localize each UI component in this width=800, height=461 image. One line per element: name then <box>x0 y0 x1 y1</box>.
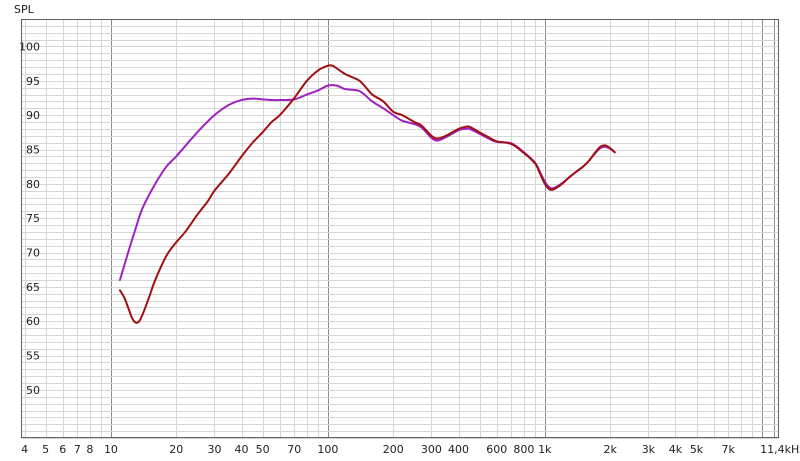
x-tick-label: 7 <box>74 443 81 456</box>
x-tick-labels: 4 5 6 7 8 10 20 30 40 50 70 100 200 300 400 600 800 1k 2k 3… <box>21 443 800 456</box>
series-line-1 <box>118 64 616 324</box>
x-tick-label: 1k <box>538 443 552 456</box>
x-tick-label: 100 <box>317 443 338 456</box>
x-tick-label: 6 <box>59 443 66 456</box>
x-tick-label: 4 <box>21 443 28 456</box>
x-tick-label: 40 <box>235 443 249 456</box>
y-tick-label: 90 <box>26 109 40 122</box>
y-tick-label: 60 <box>26 315 40 328</box>
x-tick-label: 800 <box>513 443 534 456</box>
y-axis-title: SPL <box>14 3 35 16</box>
x-tick-label: 400 <box>448 443 469 456</box>
x-tick-label: 3k <box>642 443 656 456</box>
plot-frame <box>21 19 779 438</box>
x-tick-label: 11,4kHz <box>760 443 800 456</box>
x-tick-label: 4k <box>669 443 683 456</box>
x-tick-label: 200 <box>383 443 404 456</box>
y-tick-label: 80 <box>26 178 40 191</box>
y-tick-label: 95 <box>26 75 40 88</box>
y-tick-label: 100 <box>19 40 40 53</box>
x-tick-label: 7k <box>722 443 736 456</box>
x-tick-label: 20 <box>169 443 183 456</box>
x-tick-label: 10 <box>104 443 118 456</box>
x-tick-label: 2k <box>603 443 617 456</box>
y-tick-label: 50 <box>26 384 40 397</box>
x-tick-label: 300 <box>421 443 442 456</box>
y-tick-labels: 50 55 60 65 70 75 80 85 90 95 100 <box>19 40 40 396</box>
grid <box>21 19 779 439</box>
x-tick-label: 30 <box>207 443 221 456</box>
x-tick-label: 5 <box>42 443 49 456</box>
y-tick-label: 70 <box>26 247 40 260</box>
x-tick-label: 600 <box>486 443 507 456</box>
series-group <box>118 64 616 324</box>
y-tick-label: 55 <box>26 350 40 363</box>
x-tick-label: 50 <box>256 443 270 456</box>
y-tick-label: 65 <box>26 281 40 294</box>
y-tick-label: 75 <box>26 212 40 225</box>
x-tick-label: 70 <box>287 443 301 456</box>
x-tick-label: 8 <box>86 443 93 456</box>
y-tick-label: 85 <box>26 144 40 157</box>
x-tick-label: 5k <box>690 443 704 456</box>
